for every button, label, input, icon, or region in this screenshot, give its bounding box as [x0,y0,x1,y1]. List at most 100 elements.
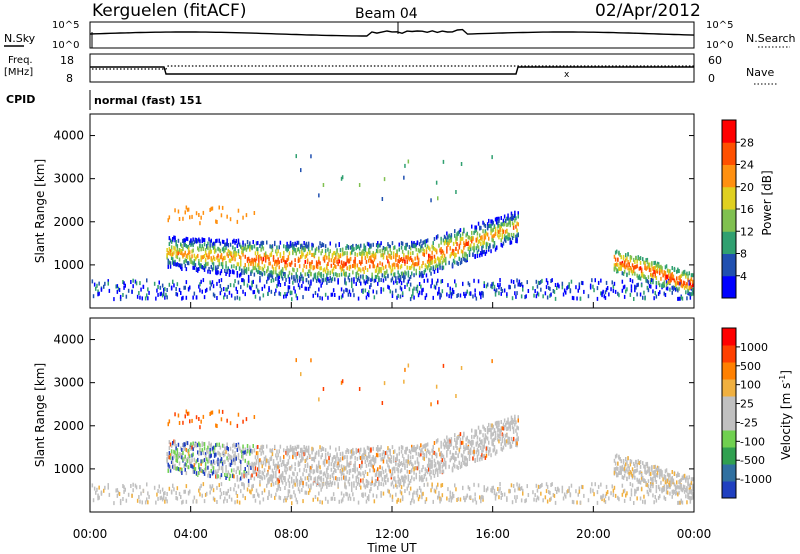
data-cell [391,494,394,499]
data-cell [168,455,171,460]
data-cell [283,498,285,503]
data-cell [439,467,441,472]
data-cell [425,443,428,448]
data-cell [177,467,180,472]
data-cell [170,256,173,260]
data-cell [553,493,556,498]
data-cell [193,291,196,296]
data-cell [421,291,423,296]
data-cell [298,278,301,283]
data-cell [190,442,192,447]
data-cell [203,254,206,258]
data-cell [416,289,419,294]
data-cell [509,420,511,425]
data-cell [183,238,185,243]
data-cell [631,270,634,274]
data-cell [557,283,559,288]
data-cell [491,221,493,226]
data-cell [168,464,171,469]
data-cell [312,447,314,452]
data-cell [646,483,649,488]
data-cell [288,277,291,282]
data-cell [278,479,280,484]
data-cell [251,257,253,262]
data-cell [407,159,410,164]
data-cell [643,290,645,295]
data-cell [625,493,627,498]
data-cell [340,287,343,292]
data-cell [408,287,411,292]
data-cell [433,441,436,445]
data-cell [482,244,484,249]
data-cell [323,471,326,476]
data-cell [638,266,641,271]
data-cell [272,270,275,275]
data-cell [411,240,413,245]
data-cell [536,291,539,296]
data-cell [391,241,394,246]
nave-line [92,65,694,70]
data-cell [343,271,345,276]
data-cell [486,282,489,287]
data-cell [254,455,257,460]
data-cell [209,208,211,212]
data-cell [117,286,120,291]
data-cell [208,454,210,459]
data-cell [679,278,681,283]
data-cell [508,422,510,427]
data-cell [236,477,239,482]
data-cell [251,461,253,466]
data-cell [116,488,119,493]
data-cell [639,292,642,297]
data-cell [492,424,494,429]
data-cell [387,274,389,279]
data-cell [407,483,410,488]
data-cell [322,472,325,477]
data-cell [375,494,378,499]
data-cell [438,465,440,470]
data-cell [338,499,340,504]
data-cell [319,241,321,246]
data-cell [353,279,355,284]
data-cell [198,258,200,263]
data-cell [497,487,499,491]
data-cell [413,445,415,449]
data-cell [468,449,471,454]
data-cell [242,453,244,457]
data-cell [335,255,337,260]
data-cell [390,278,393,283]
data-cell [244,268,246,273]
data-cell [621,279,624,284]
data-cell [454,279,456,284]
data-cell [298,482,301,487]
data-cell [651,278,653,282]
data-cell [653,465,655,469]
data-cell [163,491,165,496]
data-cell [337,252,339,257]
data-cell [449,439,451,444]
data-cell [218,409,220,414]
data-cell [421,244,423,248]
data-cell [546,280,549,285]
data-cell [375,268,378,273]
data-cell [554,500,557,505]
data-cell [432,295,434,300]
data-cell [338,463,340,468]
data-cell [276,464,278,468]
data-cell [399,294,402,299]
data-cell [291,464,293,469]
data-cell [370,447,372,452]
data-cell [511,216,514,221]
data-cell [567,284,569,289]
data-cell [438,290,440,295]
data-cell [209,451,211,456]
data-cell [666,274,669,279]
data-cell [250,448,252,453]
data-cell [200,257,202,262]
data-cell [352,447,354,452]
data-cell [413,263,415,268]
data-cell [351,481,353,486]
data-cell [175,240,177,244]
data-cell [596,490,599,495]
data-cell [216,471,218,476]
